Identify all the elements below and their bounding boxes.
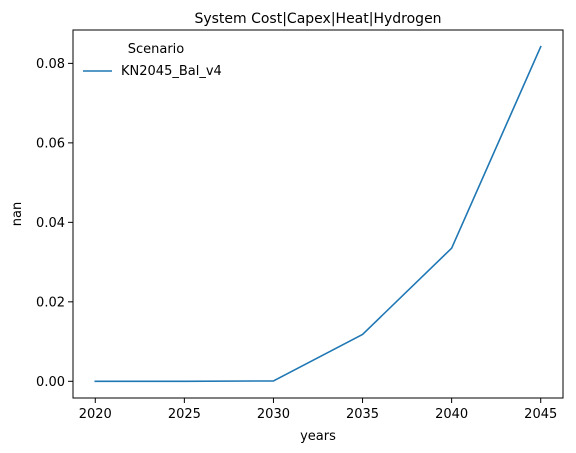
legend-entry-kn2045-bal-v4: KN2045_Bal_v4 <box>121 64 222 79</box>
x-tick-label: 2040 <box>435 407 468 422</box>
series-line-kn2045-bal-v4 <box>94 45 542 383</box>
x-axis-label: years <box>300 429 336 444</box>
x-tick-label: 2035 <box>346 407 379 422</box>
x-tick-label: 2030 <box>257 407 290 422</box>
legend: Scenario KN2045_Bal_v4 <box>83 42 222 79</box>
y-axis-label: nan <box>10 202 25 226</box>
series-layer <box>94 45 542 383</box>
y-tick-label: 0.02 <box>36 295 65 310</box>
chart-title: System Cost|Capex|Heat|Hydrogen <box>194 11 441 27</box>
x-tick-label: 2025 <box>168 407 201 422</box>
y-axis: 0.00 0.02 0.04 0.06 0.08 <box>36 57 73 390</box>
y-tick-label: 0.04 <box>36 216 65 231</box>
x-axis: 2020 2025 2030 2035 2040 2045 <box>79 398 557 422</box>
x-tick-label: 2045 <box>524 407 557 422</box>
legend-title: Scenario <box>128 42 185 57</box>
y-tick-label: 0.06 <box>36 136 65 151</box>
plot-area <box>72 29 564 399</box>
y-tick-label: 0.08 <box>36 57 65 72</box>
y-tick-label: 0.00 <box>36 375 65 390</box>
x-tick-label: 2020 <box>79 407 112 422</box>
